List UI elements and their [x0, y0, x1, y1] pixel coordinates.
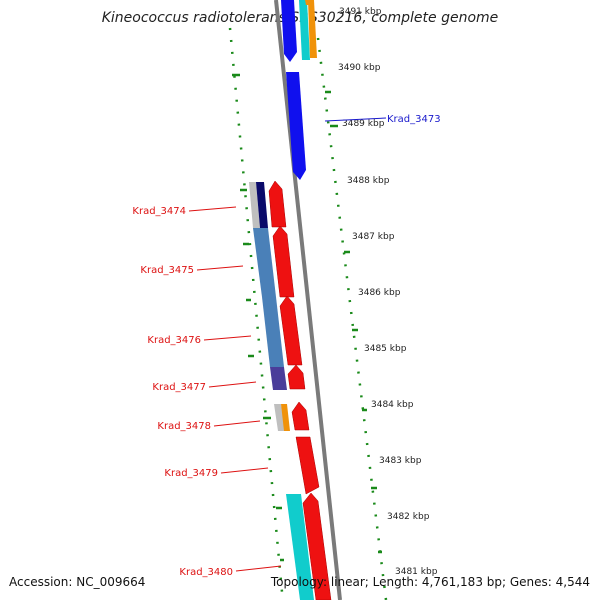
feature-orange-3478 [281, 404, 290, 431]
gene-red-3479 [295, 436, 320, 495]
gene-red-3478 [291, 401, 310, 431]
scale-label: 3484 kbp [371, 400, 414, 410]
gene-orange-top [308, 0, 317, 58]
feature-steel-3476 [262, 297, 284, 367]
gene-label-leader [235, 565, 282, 572]
gene-red-3476 [279, 295, 303, 366]
scale-label: 3482 kbp [387, 512, 430, 522]
gc-ticks [232, 73, 382, 562]
gene-label-krad-3477[interactable]: Krad_3477 [152, 382, 206, 393]
scale-label: 3491 kbp [339, 7, 382, 17]
feature-grey-3474 [249, 182, 260, 228]
scale-label: 3485 kbp [364, 344, 407, 354]
scale-label: 3483 kbp [379, 456, 422, 466]
gene-label-krad-3479[interactable]: Krad_3479 [164, 468, 218, 479]
scale-label: 3481 kbp [395, 567, 438, 577]
accession-text: Accession: NC_009664 [9, 575, 146, 589]
genome-summary-text: Topology: linear; Length: 4,761,183 bp; … [270, 575, 590, 589]
gene-red-3480 [302, 492, 332, 600]
gene-labels: Krad_3473 Krad_3474 Krad_3475 Krad_3476 Krad… [132, 114, 440, 578]
scale-labels: 3491 kbp 3490 kbp 3489 kbp 3488 kbp 3487 kbp… [338, 7, 438, 577]
gene-label-leader [188, 206, 237, 212]
gene-label-leader [196, 265, 244, 271]
gene-label-krad-3474[interactable]: Krad_3474 [132, 206, 186, 217]
gene-label-leader [203, 335, 252, 341]
gene-label-krad-3480[interactable]: Krad_3480 [179, 567, 233, 578]
gene-label-krad-3475[interactable]: Krad_3475 [140, 265, 194, 276]
gene-orange-top-cap [305, 0, 313, 5]
gene-red-3475 [272, 225, 295, 298]
scale-label: 3488 kbp [347, 176, 390, 186]
feature-navy-3474 [256, 182, 268, 228]
gene-cyan-top [299, 0, 310, 60]
gene-label-krad-3473[interactable]: Krad_3473 [387, 114, 441, 125]
gene-label-krad-3478[interactable]: Krad_3478 [157, 421, 211, 432]
gene-red-3474 [268, 180, 287, 228]
scale-label: 3487 kbp [352, 232, 395, 242]
feature-purple-3477 [270, 367, 287, 390]
gene-red-3477 [287, 364, 306, 390]
gene-label-leader [324, 117, 387, 122]
gene-blue-3473 [286, 72, 306, 180]
scale-label: 3486 kbp [358, 288, 401, 298]
feature-steel-3475 [253, 228, 276, 297]
gene-label-leader [220, 467, 269, 474]
genome-backbone [274, 0, 342, 600]
feature-grey-3478 [274, 404, 285, 431]
feature-cyan-3480 [286, 494, 314, 600]
gene-label-krad-3476[interactable]: Krad_3476 [147, 335, 201, 346]
gene-blue-3472 [281, 0, 297, 62]
scale-label: 3489 kbp [342, 119, 385, 129]
gene-label-leader [213, 420, 261, 427]
gene-label-leader [208, 381, 257, 388]
scale-label: 3490 kbp [338, 63, 381, 73]
